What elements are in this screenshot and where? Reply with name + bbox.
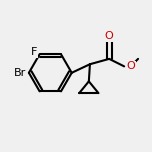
Text: O: O — [105, 31, 114, 41]
Text: Br: Br — [13, 68, 26, 78]
Text: F: F — [31, 47, 37, 57]
Text: O: O — [126, 61, 135, 71]
